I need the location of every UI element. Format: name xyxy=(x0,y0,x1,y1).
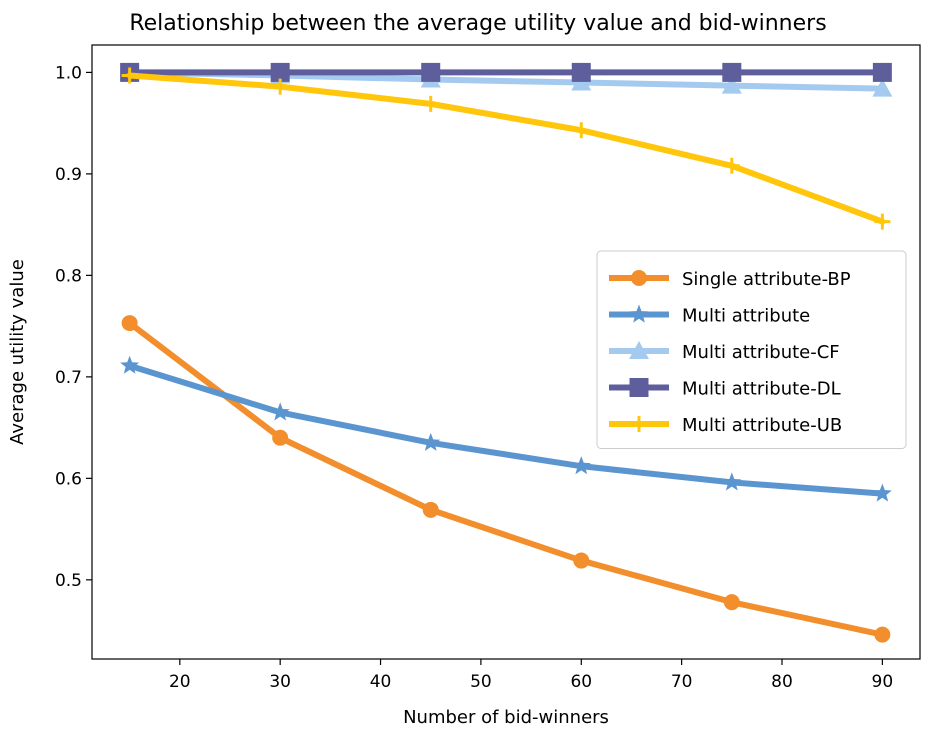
x-tick-label: 60 xyxy=(570,672,592,692)
series-1 xyxy=(120,355,892,502)
data-point-plus xyxy=(422,95,439,112)
data-point-star xyxy=(270,402,290,421)
legend-label: Multi attribute-UB xyxy=(682,415,842,436)
y-tick-label: 0.9 xyxy=(55,165,82,185)
legend-label: Multi attribute-DL xyxy=(682,379,841,400)
data-point-circle xyxy=(723,594,740,611)
legend-marker xyxy=(629,341,649,359)
legend-entry: Multi attribute xyxy=(609,304,810,327)
plot-frame xyxy=(91,44,921,660)
data-point-star xyxy=(421,432,441,451)
legend-entry: Single attribute-BP xyxy=(609,269,851,290)
legend-marker xyxy=(629,378,649,397)
x-tick-label: 20 xyxy=(169,672,191,692)
data-point-triangle xyxy=(872,78,893,97)
y-tick-label: 0.7 xyxy=(55,368,82,388)
legend-entry: Multi attribute-DL xyxy=(609,378,841,400)
legend-box xyxy=(596,250,907,449)
series-line xyxy=(126,362,886,497)
series-line xyxy=(126,72,886,225)
data-point-plus xyxy=(272,78,289,95)
data-point-plus xyxy=(121,67,138,84)
data-point-triangle xyxy=(721,75,742,94)
data-point-square xyxy=(722,62,742,82)
series-2 xyxy=(119,62,893,97)
legend-marker xyxy=(631,270,647,286)
legend: Single attribute-BP Multi attribute Multi … xyxy=(596,250,907,449)
data-point-square xyxy=(872,62,892,82)
y-tick-label: 0.6 xyxy=(55,469,82,489)
legend-label: Multi attribute xyxy=(682,306,810,327)
data-point-circle xyxy=(121,315,138,332)
x-tick-label: 50 xyxy=(470,672,492,692)
y-tick-label: 0.5 xyxy=(55,571,82,591)
legend-label: Multi attribute-CF xyxy=(682,342,840,363)
x-tick-label: 40 xyxy=(370,672,392,692)
data-point-star xyxy=(722,472,742,491)
legend-entry: Multi attribute-CF xyxy=(609,341,840,363)
data-point-plus xyxy=(723,157,740,174)
y-axis-label: Average utility value xyxy=(7,259,28,445)
chart-title: Relationship between the average utility… xyxy=(129,11,826,36)
series-line xyxy=(126,320,886,638)
legend-label: Single attribute-BP xyxy=(682,269,851,290)
y-tick-label: 0.8 xyxy=(55,266,82,286)
x-tick-label: 80 xyxy=(771,672,793,692)
data-point-square xyxy=(571,62,591,82)
data-point-circle xyxy=(422,501,439,518)
data-point-circle xyxy=(272,429,289,446)
data-point-square xyxy=(421,62,441,82)
data-point-circle xyxy=(573,552,590,569)
series-layer xyxy=(119,62,893,643)
x-axis: 20 30 40 50 60 70 80 90 xyxy=(169,659,893,692)
data-point-circle xyxy=(874,626,891,643)
data-point-plus xyxy=(874,213,891,230)
x-tick-label: 90 xyxy=(872,672,894,692)
series-4 xyxy=(121,67,891,230)
y-axis: 0.5 0.6 0.7 0.8 0.9 1.0 xyxy=(55,63,92,591)
data-point-plus xyxy=(573,122,590,139)
data-point-star xyxy=(120,355,140,374)
legend-marker xyxy=(629,304,649,323)
series-0 xyxy=(121,315,891,643)
legend-entry: Multi attribute-UB xyxy=(609,415,842,436)
x-tick-label: 30 xyxy=(269,672,291,692)
legend-marker xyxy=(631,416,647,432)
data-point-square xyxy=(270,62,290,82)
x-axis-label: Number of bid-winners xyxy=(403,707,609,728)
y-tick-label: 1.0 xyxy=(55,63,82,83)
data-point-star xyxy=(872,483,892,502)
x-tick-label: 70 xyxy=(671,672,693,692)
data-point-star xyxy=(571,456,591,475)
